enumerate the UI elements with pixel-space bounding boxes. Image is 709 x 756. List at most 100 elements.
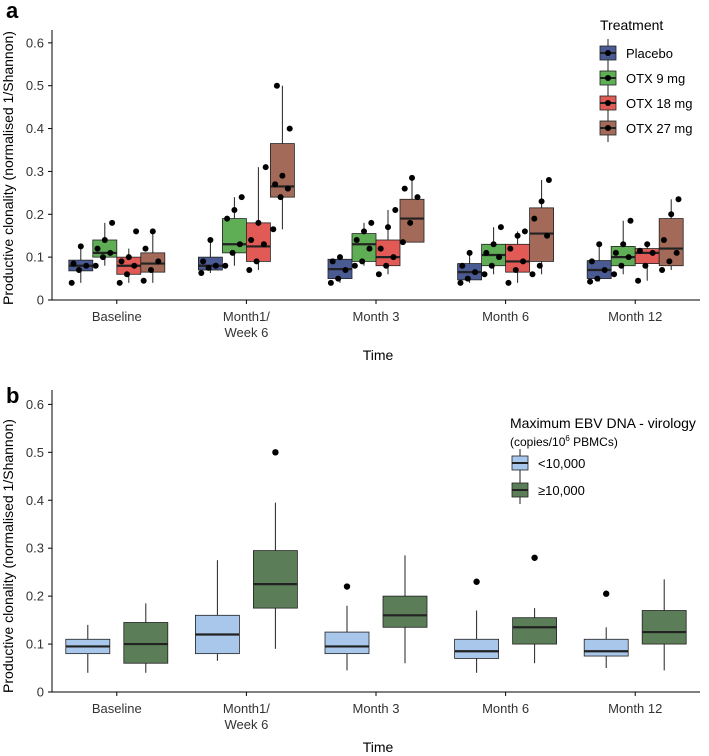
legend-item-otx18: OTX 18 mg (599, 89, 692, 117)
data-point (270, 226, 277, 233)
data-point (520, 258, 527, 265)
data-point (660, 237, 667, 243)
data-point (353, 237, 360, 243)
data-point (133, 228, 140, 235)
y-tick-label: 0.5 (26, 445, 44, 460)
box-otx27-2 (399, 174, 425, 246)
data-point (207, 237, 214, 243)
x-tick-label: Month 3 (353, 701, 400, 716)
data-point (512, 267, 519, 273)
panel-b-legend-subtitle-pre: (copies/10 (510, 435, 566, 449)
data-point (147, 267, 154, 273)
legend-key-point (605, 125, 611, 131)
data-point (375, 271, 382, 278)
box-placebo-1 (197, 237, 223, 276)
data-point (596, 241, 603, 248)
data-point (457, 279, 464, 286)
data-point (545, 177, 552, 183)
data-point (200, 258, 207, 265)
data-point (407, 219, 414, 226)
legend-key-point (605, 100, 611, 106)
data-point (70, 260, 77, 267)
data-point (99, 254, 106, 261)
x-tick-label: Month 6 (482, 309, 529, 324)
data-point (588, 258, 595, 265)
box-placebo-0 (68, 243, 94, 286)
data-point (414, 194, 421, 201)
box-body (641, 610, 687, 645)
legend-item-high: ≥10,000 (511, 476, 585, 504)
data-point (521, 228, 528, 235)
data-point (666, 258, 673, 265)
y-tick-label: 0.1 (26, 637, 44, 652)
legend-label: OTX 18 mg (626, 96, 692, 111)
data-point (116, 279, 123, 286)
data-point (327, 279, 334, 286)
legend-item-otx9: OTX 9 mg (599, 64, 685, 92)
y-tick-label: 0.3 (26, 541, 44, 556)
data-point (224, 215, 231, 222)
box-low-3 (454, 578, 500, 673)
box-otx18-1 (245, 164, 271, 273)
legend-item-otx27: OTX 27 mg (599, 114, 692, 142)
box-high-0 (123, 603, 169, 673)
data-point (472, 269, 479, 276)
panel-b-legend-title: Maximum EBV DNA - virology (510, 415, 696, 431)
x-tick-label: Month 12 (608, 701, 662, 716)
data-point (238, 194, 245, 201)
legend-label: <10,000 (538, 456, 585, 471)
data-point (77, 243, 84, 250)
box-high-4 (641, 579, 687, 671)
box-otx27-3 (529, 177, 554, 278)
legend-label: OTX 27 mg (626, 121, 692, 136)
data-point (390, 254, 397, 261)
y-tick-label: 0.2 (26, 207, 44, 222)
data-point (625, 254, 632, 261)
box-body (324, 631, 370, 655)
data-point (529, 271, 536, 278)
panel-a-legend: Treatment Placebo OTX 9 mg OTX 18 mg OTX 27… (599, 17, 692, 142)
panel-b-label: b (6, 383, 19, 408)
legend-item-low: <10,000 (511, 449, 585, 477)
data-point (246, 267, 253, 273)
data-point (538, 198, 545, 205)
data-point (279, 172, 286, 179)
data-point (125, 254, 132, 261)
panel-a-x-axis-label: Time (363, 347, 394, 363)
y-tick-label: 0 (37, 293, 44, 308)
data-point (142, 245, 149, 252)
data-point (361, 228, 367, 235)
x-tick-label: Month1/ (223, 701, 270, 716)
box-high-1 (252, 449, 298, 649)
x-tick-label: Baseline (92, 701, 142, 716)
data-point (94, 245, 101, 252)
data-point (649, 249, 656, 256)
data-point (488, 262, 495, 269)
legend-item-placebo: Placebo (599, 39, 673, 67)
data-point (636, 247, 643, 254)
box-body (583, 638, 629, 657)
data-point (409, 174, 415, 181)
data-point (611, 271, 618, 278)
data-point (466, 249, 473, 256)
data-point (392, 207, 399, 213)
x-tick-label: Week 6 (224, 717, 268, 732)
box-otx18-4 (634, 241, 660, 284)
x-tick-label: Baseline (92, 309, 142, 324)
data-point (140, 277, 147, 284)
data-point (329, 258, 336, 265)
data-point (514, 232, 521, 239)
panel-a-label: a (6, 0, 19, 23)
data-point (75, 267, 82, 273)
data-point (231, 207, 238, 213)
box-low-0 (65, 624, 111, 673)
y-tick-label: 0.4 (26, 493, 44, 508)
data-point (490, 241, 497, 248)
data-point (366, 245, 373, 252)
legend-label: ≥10,000 (538, 483, 585, 498)
data-point (255, 219, 262, 226)
data-point (459, 262, 466, 269)
legend-key-point (605, 50, 611, 56)
x-tick-label: Week 6 (224, 325, 268, 340)
data-point (260, 241, 267, 248)
